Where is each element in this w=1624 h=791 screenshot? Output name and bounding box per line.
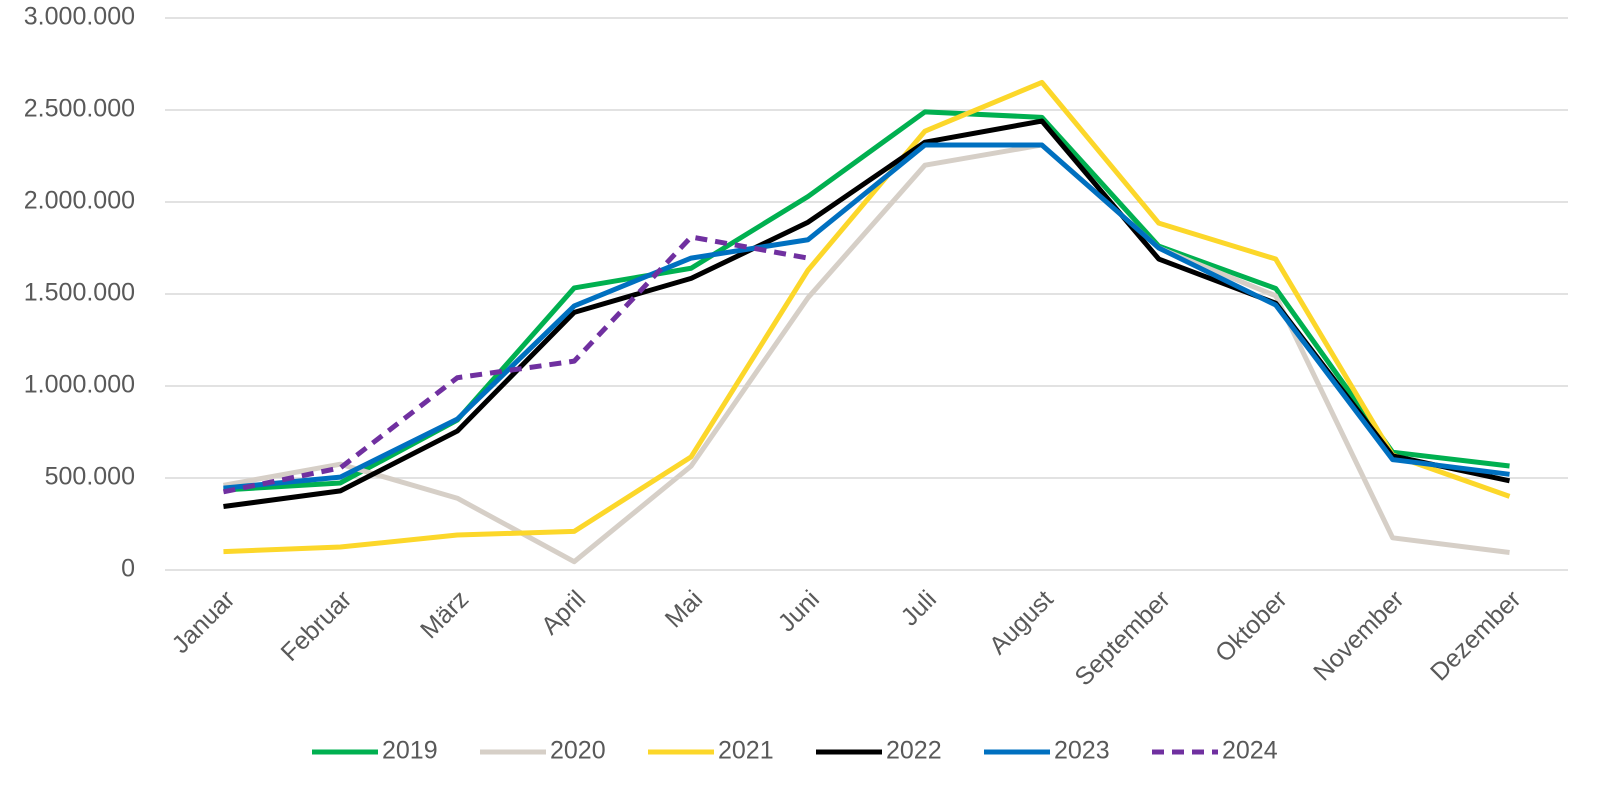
- y-tick-label: 2.500.000: [24, 95, 135, 123]
- x-tick-label: Dezember: [1425, 585, 1526, 686]
- x-tick-label: März: [415, 585, 474, 644]
- x-tick-label: November: [1308, 585, 1409, 686]
- y-tick-label: 3.000.000: [24, 3, 135, 31]
- legend-label: 2019: [382, 737, 438, 765]
- y-tick-label: 500.000: [45, 463, 135, 491]
- x-tick-label: Januar: [167, 585, 241, 659]
- x-tick-label: Februar: [276, 585, 358, 667]
- x-tick-label: Mai: [660, 585, 708, 633]
- x-tick-label: August: [984, 585, 1059, 660]
- line-series: [223, 142, 1510, 565]
- line-series: [223, 109, 1510, 493]
- y-tick-label: 1.000.000: [24, 371, 135, 399]
- y-tick-label: 0: [121, 555, 135, 583]
- x-tick-label: Juni: [773, 585, 825, 637]
- legend-label: 2020: [550, 737, 606, 765]
- line-series: [222, 234, 809, 495]
- line-series: [223, 118, 1511, 509]
- legend-label: 2022: [886, 737, 942, 765]
- x-tick-label: April: [536, 585, 591, 640]
- x-tick-label: Juli: [896, 585, 942, 631]
- legend-label: 2024: [1222, 737, 1278, 765]
- y-tick-label: 2.000.000: [24, 187, 135, 215]
- legend-label: 2023: [1054, 737, 1110, 765]
- line-series: [223, 142, 1510, 491]
- legend-label: 2021: [718, 737, 774, 765]
- x-tick-label: Oktober: [1210, 585, 1293, 668]
- line-series: [223, 79, 1511, 555]
- y-tick-label: 1.500.000: [24, 279, 135, 307]
- x-tick-label: September: [1069, 585, 1175, 691]
